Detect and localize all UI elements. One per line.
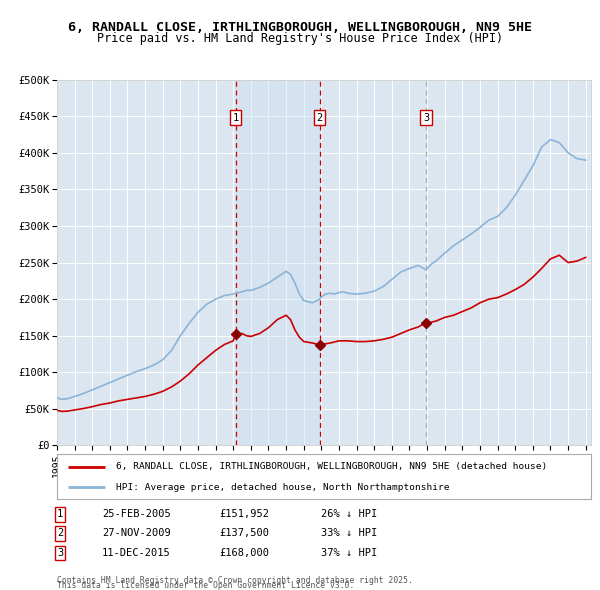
Text: 6, RANDALL CLOSE, IRTHLINGBOROUGH, WELLINGBOROUGH, NN9 5HE: 6, RANDALL CLOSE, IRTHLINGBOROUGH, WELLI… xyxy=(68,21,532,34)
Text: This data is licensed under the Open Government Licence v3.0.: This data is licensed under the Open Gov… xyxy=(57,581,355,590)
Bar xyxy=(236,80,320,445)
Text: 2: 2 xyxy=(57,529,63,538)
Text: HPI: Average price, detached house, North Northamptonshire: HPI: Average price, detached house, Nort… xyxy=(116,483,449,492)
Text: 27-NOV-2009: 27-NOV-2009 xyxy=(102,529,171,538)
Text: Price paid vs. HM Land Registry's House Price Index (HPI): Price paid vs. HM Land Registry's House … xyxy=(97,32,503,45)
Text: 25-FEB-2005: 25-FEB-2005 xyxy=(102,510,171,519)
Text: £137,500: £137,500 xyxy=(219,529,269,538)
Text: £168,000: £168,000 xyxy=(219,548,269,558)
Text: 1: 1 xyxy=(57,510,63,519)
Text: £151,952: £151,952 xyxy=(219,510,269,519)
Text: Contains HM Land Registry data © Crown copyright and database right 2025.: Contains HM Land Registry data © Crown c… xyxy=(57,576,413,585)
Text: 2: 2 xyxy=(316,113,323,123)
Text: 1: 1 xyxy=(233,113,239,123)
Text: 3: 3 xyxy=(423,113,430,123)
Text: 6, RANDALL CLOSE, IRTHLINGBOROUGH, WELLINGBOROUGH, NN9 5HE (detached house): 6, RANDALL CLOSE, IRTHLINGBOROUGH, WELLI… xyxy=(116,462,547,471)
Text: 11-DEC-2015: 11-DEC-2015 xyxy=(102,548,171,558)
Text: 33% ↓ HPI: 33% ↓ HPI xyxy=(321,529,377,538)
Text: 37% ↓ HPI: 37% ↓ HPI xyxy=(321,548,377,558)
Text: 3: 3 xyxy=(57,548,63,558)
Text: 26% ↓ HPI: 26% ↓ HPI xyxy=(321,510,377,519)
